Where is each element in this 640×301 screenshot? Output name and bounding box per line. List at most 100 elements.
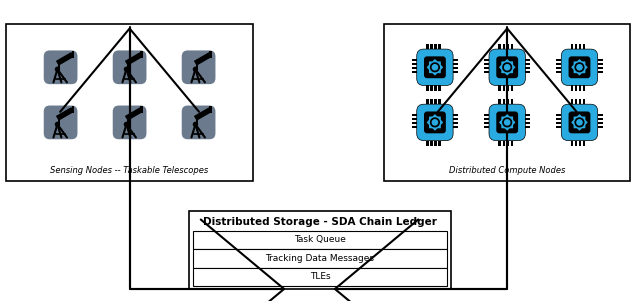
Bar [511, 85, 513, 91]
Text: Tracking Data Messages: Tracking Data Messages [266, 254, 374, 263]
Bar [502, 44, 505, 49]
Bar [484, 122, 489, 124]
Bar [598, 63, 603, 65]
FancyBboxPatch shape [44, 51, 77, 84]
Bar [579, 44, 581, 49]
FancyBboxPatch shape [417, 49, 453, 85]
Bar [579, 85, 581, 91]
Bar [438, 85, 441, 91]
Polygon shape [499, 59, 515, 76]
FancyBboxPatch shape [489, 104, 525, 141]
Bar [484, 67, 489, 69]
Circle shape [56, 123, 60, 126]
Bar [141, 51, 143, 58]
Bar [499, 44, 500, 49]
Bar [525, 63, 531, 65]
Bar [438, 44, 441, 49]
Circle shape [431, 63, 439, 72]
Bar [209, 51, 212, 58]
Bar [435, 99, 436, 104]
Bar [193, 249, 447, 268]
Circle shape [124, 67, 129, 71]
Bar [556, 63, 561, 65]
Bar [430, 141, 433, 146]
Polygon shape [56, 52, 74, 66]
Bar [499, 141, 500, 146]
FancyBboxPatch shape [424, 111, 446, 133]
Circle shape [575, 118, 584, 127]
Bar [525, 113, 531, 116]
Circle shape [432, 65, 438, 70]
Bar [502, 141, 505, 146]
Polygon shape [194, 107, 212, 121]
Bar [575, 99, 577, 104]
Bar [6, 24, 253, 181]
Bar [507, 44, 509, 49]
Text: Distributed Compute Nodes: Distributed Compute Nodes [449, 166, 565, 175]
Bar [598, 126, 603, 128]
Bar [499, 85, 500, 91]
Bar [384, 24, 630, 181]
Bar [453, 118, 458, 120]
Bar [412, 118, 417, 120]
Bar [72, 51, 74, 58]
Bar [579, 99, 581, 104]
Bar [598, 71, 603, 73]
Circle shape [577, 65, 582, 70]
Bar [556, 122, 561, 124]
Bar [430, 44, 433, 49]
Polygon shape [427, 59, 444, 76]
FancyBboxPatch shape [44, 106, 77, 139]
FancyBboxPatch shape [561, 104, 598, 141]
Bar [453, 67, 458, 69]
Bar [196, 60, 198, 68]
Bar [525, 122, 531, 124]
Text: Distributed Storage - SDA Chain Ledger: Distributed Storage - SDA Chain Ledger [203, 217, 437, 227]
Bar [412, 71, 417, 73]
Polygon shape [125, 107, 143, 121]
Bar [426, 141, 429, 146]
Bar [127, 60, 129, 68]
Polygon shape [499, 114, 515, 131]
Bar [189, 211, 451, 289]
Bar [484, 126, 489, 128]
Bar [571, 141, 573, 146]
Bar [412, 58, 417, 61]
Bar [58, 115, 60, 123]
Bar [598, 58, 603, 61]
Bar [583, 141, 586, 146]
FancyBboxPatch shape [182, 106, 216, 139]
Circle shape [504, 65, 510, 70]
Bar [435, 85, 436, 91]
Circle shape [431, 118, 439, 127]
FancyBboxPatch shape [113, 106, 147, 139]
Bar [412, 122, 417, 124]
Bar [556, 118, 561, 120]
Polygon shape [571, 114, 588, 131]
Bar [58, 60, 60, 68]
Bar [412, 67, 417, 69]
FancyBboxPatch shape [424, 56, 446, 78]
Bar [196, 115, 198, 123]
Circle shape [503, 118, 511, 127]
Text: Task Queue: Task Queue [294, 235, 346, 244]
Circle shape [432, 120, 438, 125]
Bar [435, 44, 436, 49]
Bar [525, 126, 531, 128]
Bar [484, 71, 489, 73]
Bar [583, 44, 586, 49]
Bar [507, 85, 509, 91]
FancyBboxPatch shape [496, 111, 518, 133]
Circle shape [504, 120, 510, 125]
Bar [598, 122, 603, 124]
Bar [556, 71, 561, 73]
Bar [571, 85, 573, 91]
FancyBboxPatch shape [568, 56, 590, 78]
Bar [435, 141, 436, 146]
Circle shape [575, 63, 584, 72]
Bar [453, 126, 458, 128]
FancyBboxPatch shape [568, 111, 590, 133]
Bar [571, 44, 573, 49]
Bar [556, 126, 561, 128]
Bar [430, 85, 433, 91]
